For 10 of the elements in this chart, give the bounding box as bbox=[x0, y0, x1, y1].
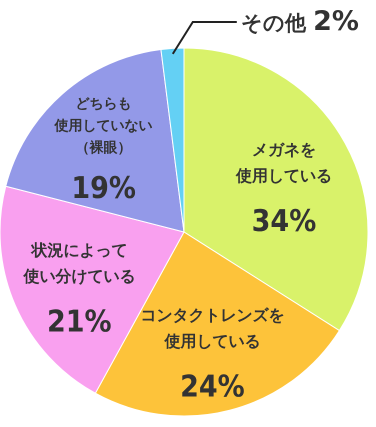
slice-label: コンタクトレンズを使用している bbox=[140, 305, 284, 350]
slice-label: どちらも使用していない（裸眼） bbox=[54, 96, 153, 156]
data-label: 34% bbox=[252, 204, 316, 240]
data-label: 24% bbox=[180, 369, 245, 404]
data-label: 19% bbox=[71, 170, 136, 206]
slice-label: 状況によって使い分けている bbox=[22, 240, 136, 286]
slice-label: その他 bbox=[240, 11, 314, 35]
data-label: 2% bbox=[313, 6, 359, 37]
data-label: 21% bbox=[47, 304, 112, 340]
slice-label: メガネを使用している bbox=[234, 140, 332, 186]
